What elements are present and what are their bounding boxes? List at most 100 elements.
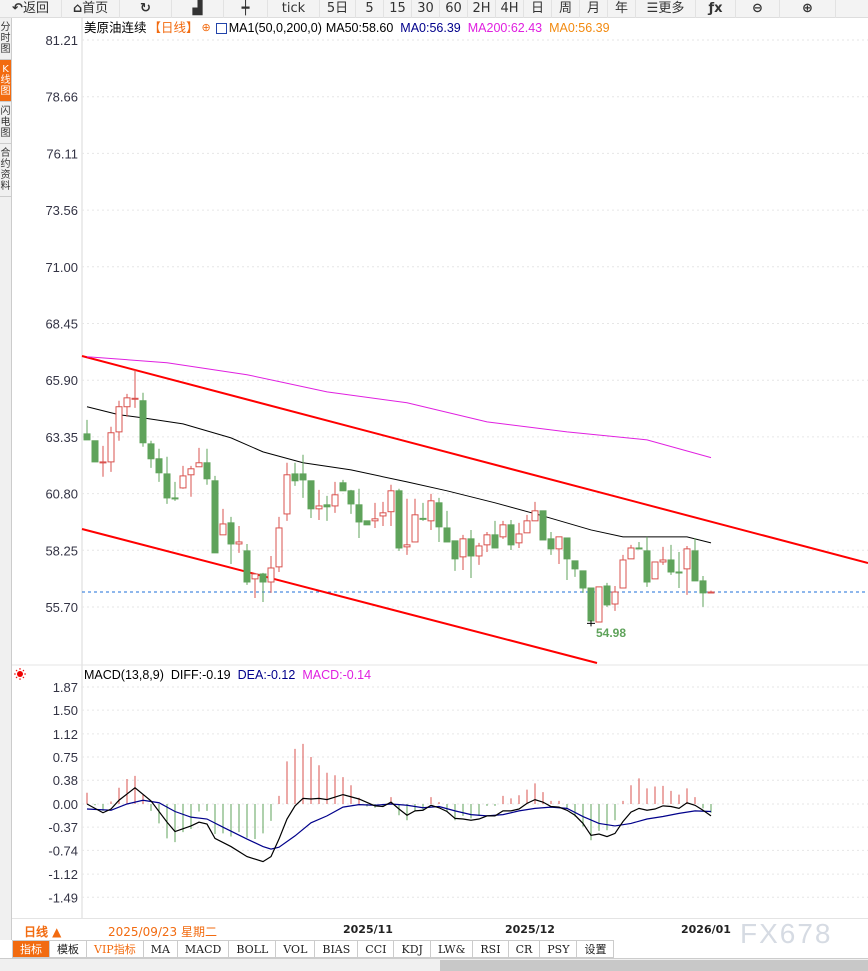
candle-body <box>435 502 443 528</box>
candle-body <box>507 524 515 546</box>
diff-line <box>86 786 712 863</box>
candle-body <box>403 544 411 548</box>
toolbar-button-日[interactable]: 日 <box>524 0 552 18</box>
candle-body <box>155 458 163 474</box>
side-tab[interactable]: K线图 <box>0 60 11 102</box>
toolbar-button-首页[interactable]: ⌂首页 <box>62 0 120 18</box>
dea-line <box>86 799 712 850</box>
candle-body <box>467 538 475 557</box>
toolbar-button-5[interactable]: 5 <box>356 0 384 18</box>
candle-body <box>643 550 651 583</box>
candle <box>587 587 595 624</box>
toolbar-button-candlestick[interactable]: ┿ <box>224 0 268 18</box>
tab-macd[interactable]: MACD <box>177 940 230 958</box>
tab-ma[interactable]: MA <box>143 940 178 958</box>
side-tab[interactable]: 分时图 <box>0 18 11 60</box>
candle <box>371 502 379 528</box>
toolbar-button-年[interactable]: 年 <box>608 0 636 18</box>
candle <box>211 475 219 554</box>
macd-tick: -0.74 <box>48 843 78 858</box>
side-tab[interactable]: 合约资料 <box>0 144 11 197</box>
candle-body <box>523 520 531 534</box>
candle-body <box>539 510 547 541</box>
candle <box>571 560 579 577</box>
candle <box>235 525 243 553</box>
toolbar-label: 5 <box>365 1 374 16</box>
tab-bias[interactable]: BIAS <box>315 940 359 958</box>
period-label: 【日线】 <box>148 21 199 35</box>
candle <box>315 489 323 520</box>
toolbar-label: 15 <box>389 1 406 16</box>
ma50-value: MA50:58.60 <box>325 21 394 35</box>
candle-body <box>579 570 587 589</box>
back-arrow-icon: ↶ <box>12 1 23 16</box>
candle <box>595 586 603 623</box>
candle-body <box>675 571 683 574</box>
toolbar-button-月[interactable]: 月 <box>580 0 608 18</box>
toolbar-button-bar-chart[interactable]: ▟ <box>172 0 224 18</box>
toolbar-button-60[interactable]: 60 <box>440 0 468 18</box>
tab-指标[interactable]: 指标 <box>12 940 50 958</box>
toolbar-button-zoom-out[interactable]: ⊖ <box>736 0 780 18</box>
candle-body <box>611 591 619 605</box>
date-label: 2025/11 <box>343 923 393 936</box>
toolbar-button-周[interactable]: 周 <box>552 0 580 18</box>
tab-lw&[interactable]: LW& <box>430 940 474 958</box>
toolbar-button-30[interactable]: 30 <box>412 0 440 18</box>
side-tab[interactable]: 闪电图 <box>0 102 11 144</box>
ma200-line <box>86 356 712 459</box>
tab-cr[interactable]: CR <box>508 940 541 958</box>
tab-设置[interactable]: 设置 <box>577 940 615 958</box>
toolbar-button-5日[interactable]: 5日 <box>320 0 356 18</box>
settings-circle-icon[interactable]: ⊕ <box>201 22 211 34</box>
tab-kdj[interactable]: KDJ <box>394 940 431 958</box>
toolbar-button-4H[interactable]: 4H <box>496 0 524 18</box>
candle-body <box>555 536 563 550</box>
candle-body <box>587 587 595 622</box>
candle <box>323 495 331 521</box>
icon-ray <box>15 676 18 679</box>
toolbar-button-2H[interactable]: 2H <box>468 0 496 18</box>
macd-name[interactable]: MACD(13,8,9) <box>84 668 164 682</box>
candle-body <box>307 480 315 510</box>
toolbar-button-返回[interactable]: ↶返回 <box>0 0 62 18</box>
candle-body <box>99 461 107 464</box>
toolbar-button-refresh[interactable]: ↻ <box>120 0 172 18</box>
toolbar-button-zoom-in[interactable]: ⊕ <box>780 0 836 18</box>
tab-vip指标[interactable]: VIP指标 <box>87 940 144 958</box>
toolbar-button-15[interactable]: 15 <box>384 0 412 18</box>
candle <box>603 582 611 607</box>
candle-body <box>355 504 363 523</box>
candle <box>555 536 563 564</box>
candle-body <box>163 473 171 499</box>
toolbar-button-更多[interactable]: ☰更多 <box>636 0 696 18</box>
tab-psy[interactable]: PSY <box>540 940 578 958</box>
period-selector[interactable]: 日线 ▲ <box>24 925 62 939</box>
fx-formula-icon: ƒx <box>708 1 723 16</box>
tab-模板[interactable]: 模板 <box>50 940 87 958</box>
candle-body <box>195 462 203 468</box>
tab-rsi[interactable]: RSI <box>473 940 509 958</box>
tab-vol[interactable]: VOL <box>276 940 316 958</box>
chart-area[interactable]: 81.21 78.66 76.11 73.56 71.00 68.45 65.90 63.35… <box>0 0 868 918</box>
candle-body <box>91 440 99 463</box>
scrollbar-thumb[interactable] <box>440 960 868 971</box>
candle-body <box>483 534 491 546</box>
home-icon: ⌂ <box>72 1 83 16</box>
candle-body <box>635 547 643 550</box>
tab-boll[interactable]: BOLL <box>229 940 277 958</box>
candle <box>563 537 571 580</box>
horizontal-scrollbar[interactable] <box>0 958 868 971</box>
toolbar-button-fx-formula[interactable]: ƒx <box>696 0 736 18</box>
candle-body <box>603 585 611 606</box>
candle <box>187 465 195 497</box>
indicator-chart-icon[interactable] <box>215 23 227 34</box>
macd-tick: 1.12 <box>53 727 78 742</box>
refresh-icon: ↻ <box>140 1 151 16</box>
candle-body <box>531 510 539 522</box>
indicator-name[interactable]: MA1(50,0,200,0) <box>228 21 322 35</box>
candle-body <box>515 533 523 544</box>
tab-cci[interactable]: CCI <box>358 940 395 958</box>
toolbar-button-tick[interactable]: tick <box>268 0 320 18</box>
candle <box>627 544 635 560</box>
